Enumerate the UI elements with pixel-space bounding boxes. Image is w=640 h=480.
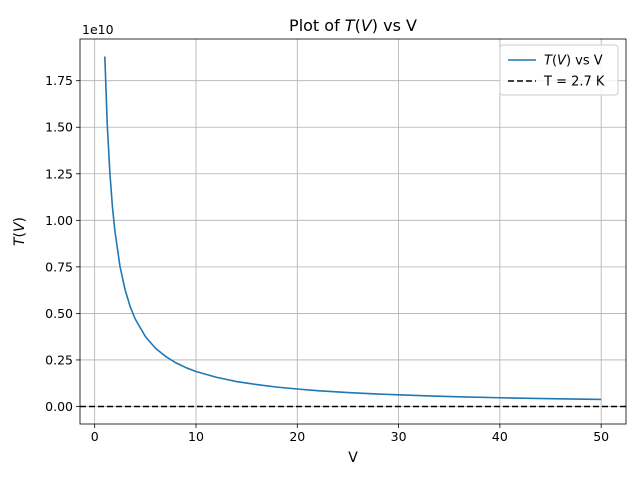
x-tick-label: 30 <box>391 429 407 444</box>
legend: T(V) vs V T = 2.7 K <box>499 44 619 96</box>
legend-box <box>499 44 619 96</box>
legend-entry-label: T(V) vs V <box>544 54 603 69</box>
tick-layer: 0 10 20 30 40 50 0.00 0.25 0.50 0.75 1.00 1.25 1.50 1… <box>45 73 609 444</box>
series-layer <box>80 56 626 408</box>
y-tick-label: 1.50 <box>45 120 73 135</box>
y-tick-label: 1.00 <box>45 213 73 228</box>
x-axis-label: V <box>348 450 358 466</box>
legend-entry-label: T = 2.7 K <box>543 75 605 90</box>
y-tick-label: 1.75 <box>45 73 73 88</box>
x-tick-label: 40 <box>492 429 508 444</box>
plot-area-frame <box>79 38 627 425</box>
y-axis-label: T(V) <box>12 217 28 246</box>
data-line-series <box>104 56 602 401</box>
x-tick-label: 50 <box>593 429 609 444</box>
x-tick-label: 0 <box>91 429 99 444</box>
y-tick-label: 0.00 <box>45 399 73 414</box>
y-tick-label: 0.25 <box>45 352 73 367</box>
x-tick-label: 20 <box>289 429 305 444</box>
y-tick-label: 0.50 <box>45 306 73 321</box>
y-tick-label: 0.75 <box>45 259 73 274</box>
chart-title: Plot of T(V) vs V <box>289 16 417 35</box>
y-axis-offset-label: 1e10 <box>82 22 114 37</box>
y-tick-label: 1.25 <box>45 166 73 181</box>
x-tick-label: 10 <box>188 429 204 444</box>
